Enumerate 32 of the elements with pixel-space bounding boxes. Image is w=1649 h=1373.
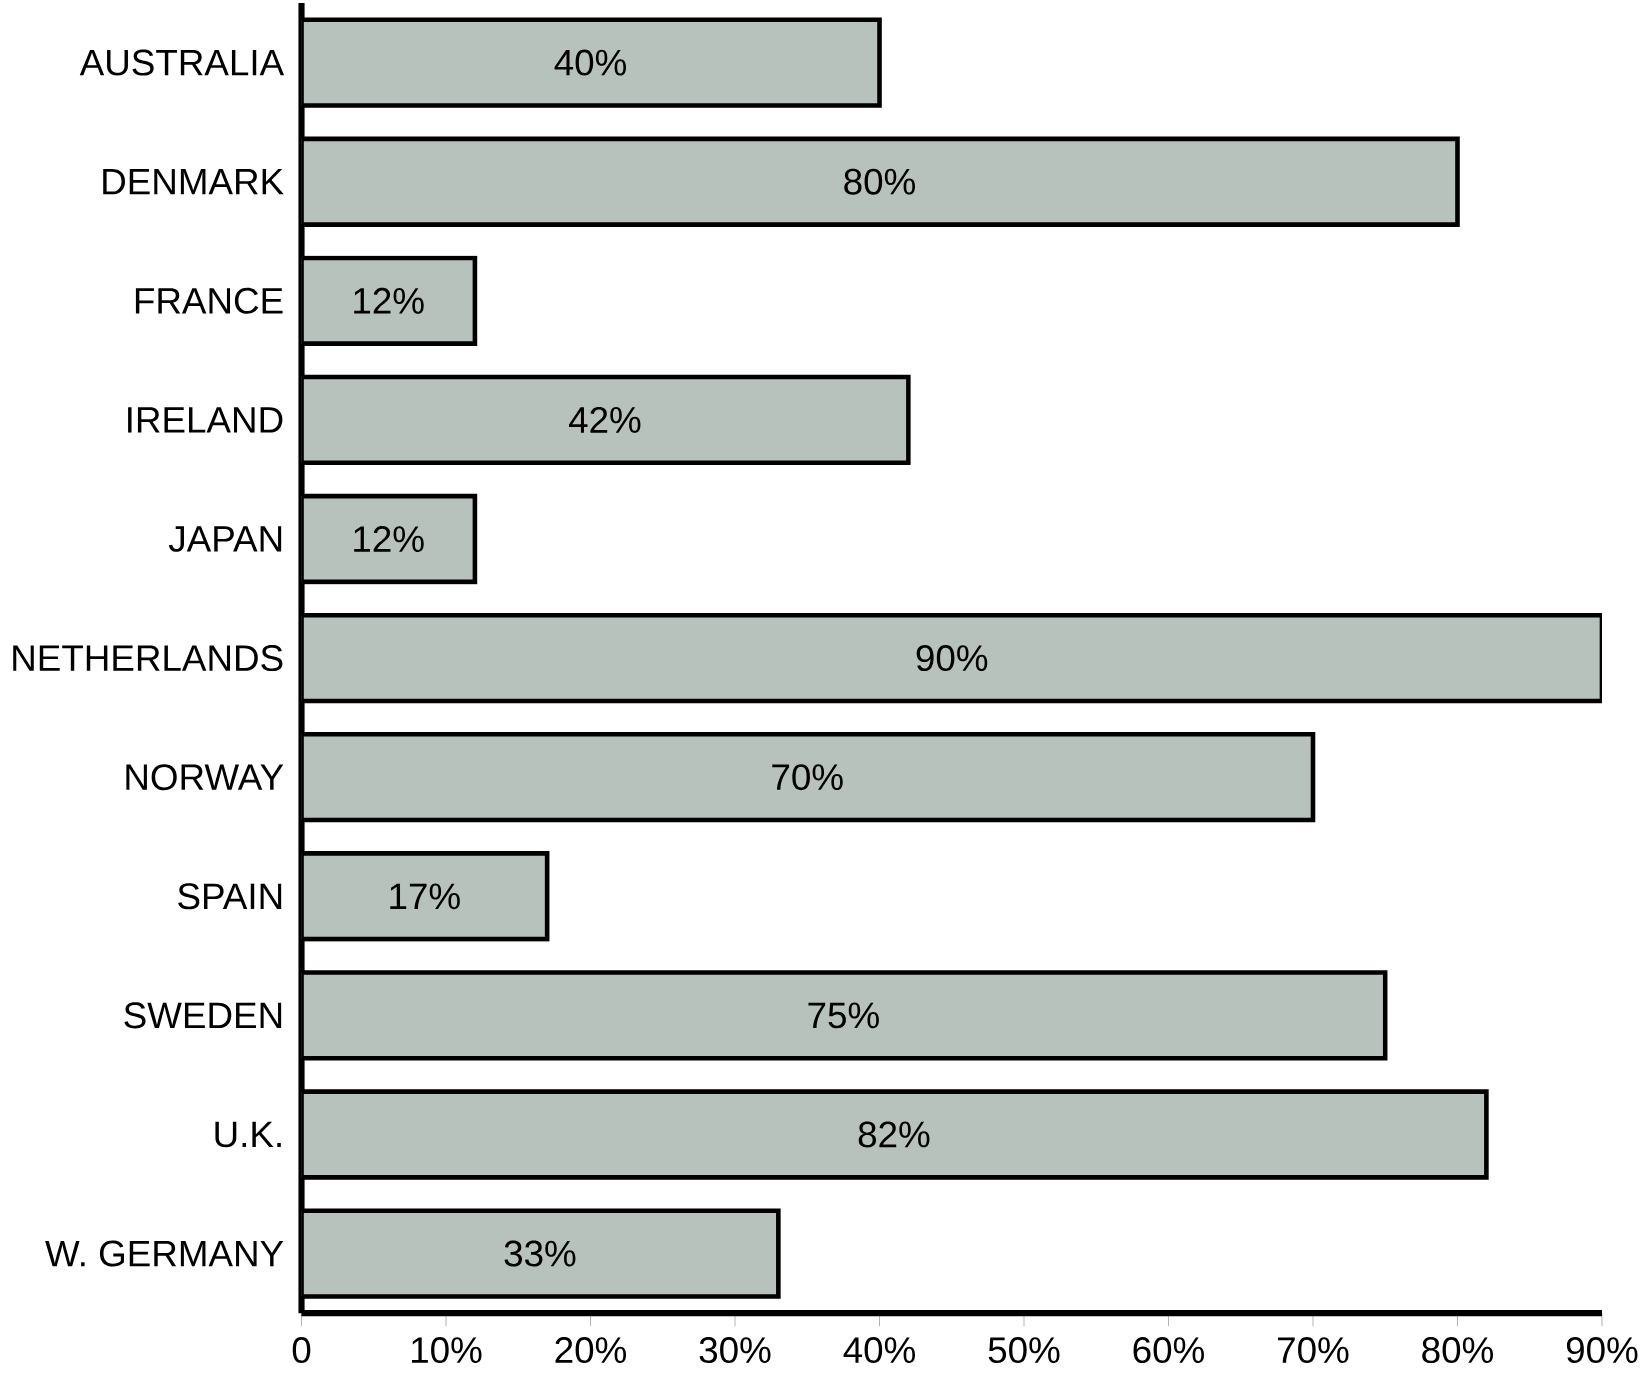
- x-tick-label: 50%: [988, 1336, 1060, 1363]
- data-label: 82%: [858, 1121, 930, 1148]
- y-tick-label: JAPAN: [168, 526, 282, 552]
- data-label: 12%: [354, 287, 424, 314]
- x-tick-label: 10%: [411, 1336, 482, 1363]
- y-tick-label: FRANCE: [135, 287, 283, 314]
- data-label: 80%: [844, 168, 915, 195]
- y-tick-label: DENMARK: [103, 168, 284, 195]
- x-tick-label: 0: [292, 1336, 311, 1363]
- data-label: 90%: [916, 644, 988, 671]
- data-label: 40%: [554, 49, 626, 76]
- y-tick-label: SPAIN: [178, 883, 282, 910]
- x-tick-label: 80%: [1422, 1336, 1493, 1363]
- y-tick-label: W. GERMANY: [45, 1240, 284, 1267]
- y-tick-label: U.K.: [215, 1121, 281, 1148]
- data-label: 33%: [504, 1240, 576, 1267]
- x-tick-label: 40%: [843, 1336, 915, 1363]
- x-tick-label: 90%: [1566, 1336, 1638, 1363]
- y-tick-label: SWEDEN: [124, 1002, 282, 1029]
- x-tick-label: 30%: [699, 1336, 771, 1363]
- x-tick-label: 70%: [1278, 1336, 1349, 1363]
- data-label: 42%: [569, 406, 641, 433]
- data-label: 75%: [808, 1002, 879, 1029]
- data-label: 70%: [772, 764, 843, 791]
- x-tick-label: 60%: [1133, 1336, 1204, 1363]
- data-label: 17%: [390, 883, 460, 909]
- data-label: 12%: [354, 525, 424, 552]
- y-tick-label: NORWAY: [126, 764, 284, 791]
- y-tick-label: IRELAND: [128, 407, 283, 433]
- y-tick-label: NETHERLANDS: [13, 644, 283, 671]
- y-tick-label: AUSTRALIA: [79, 49, 285, 76]
- x-tick-label: 20%: [555, 1336, 626, 1363]
